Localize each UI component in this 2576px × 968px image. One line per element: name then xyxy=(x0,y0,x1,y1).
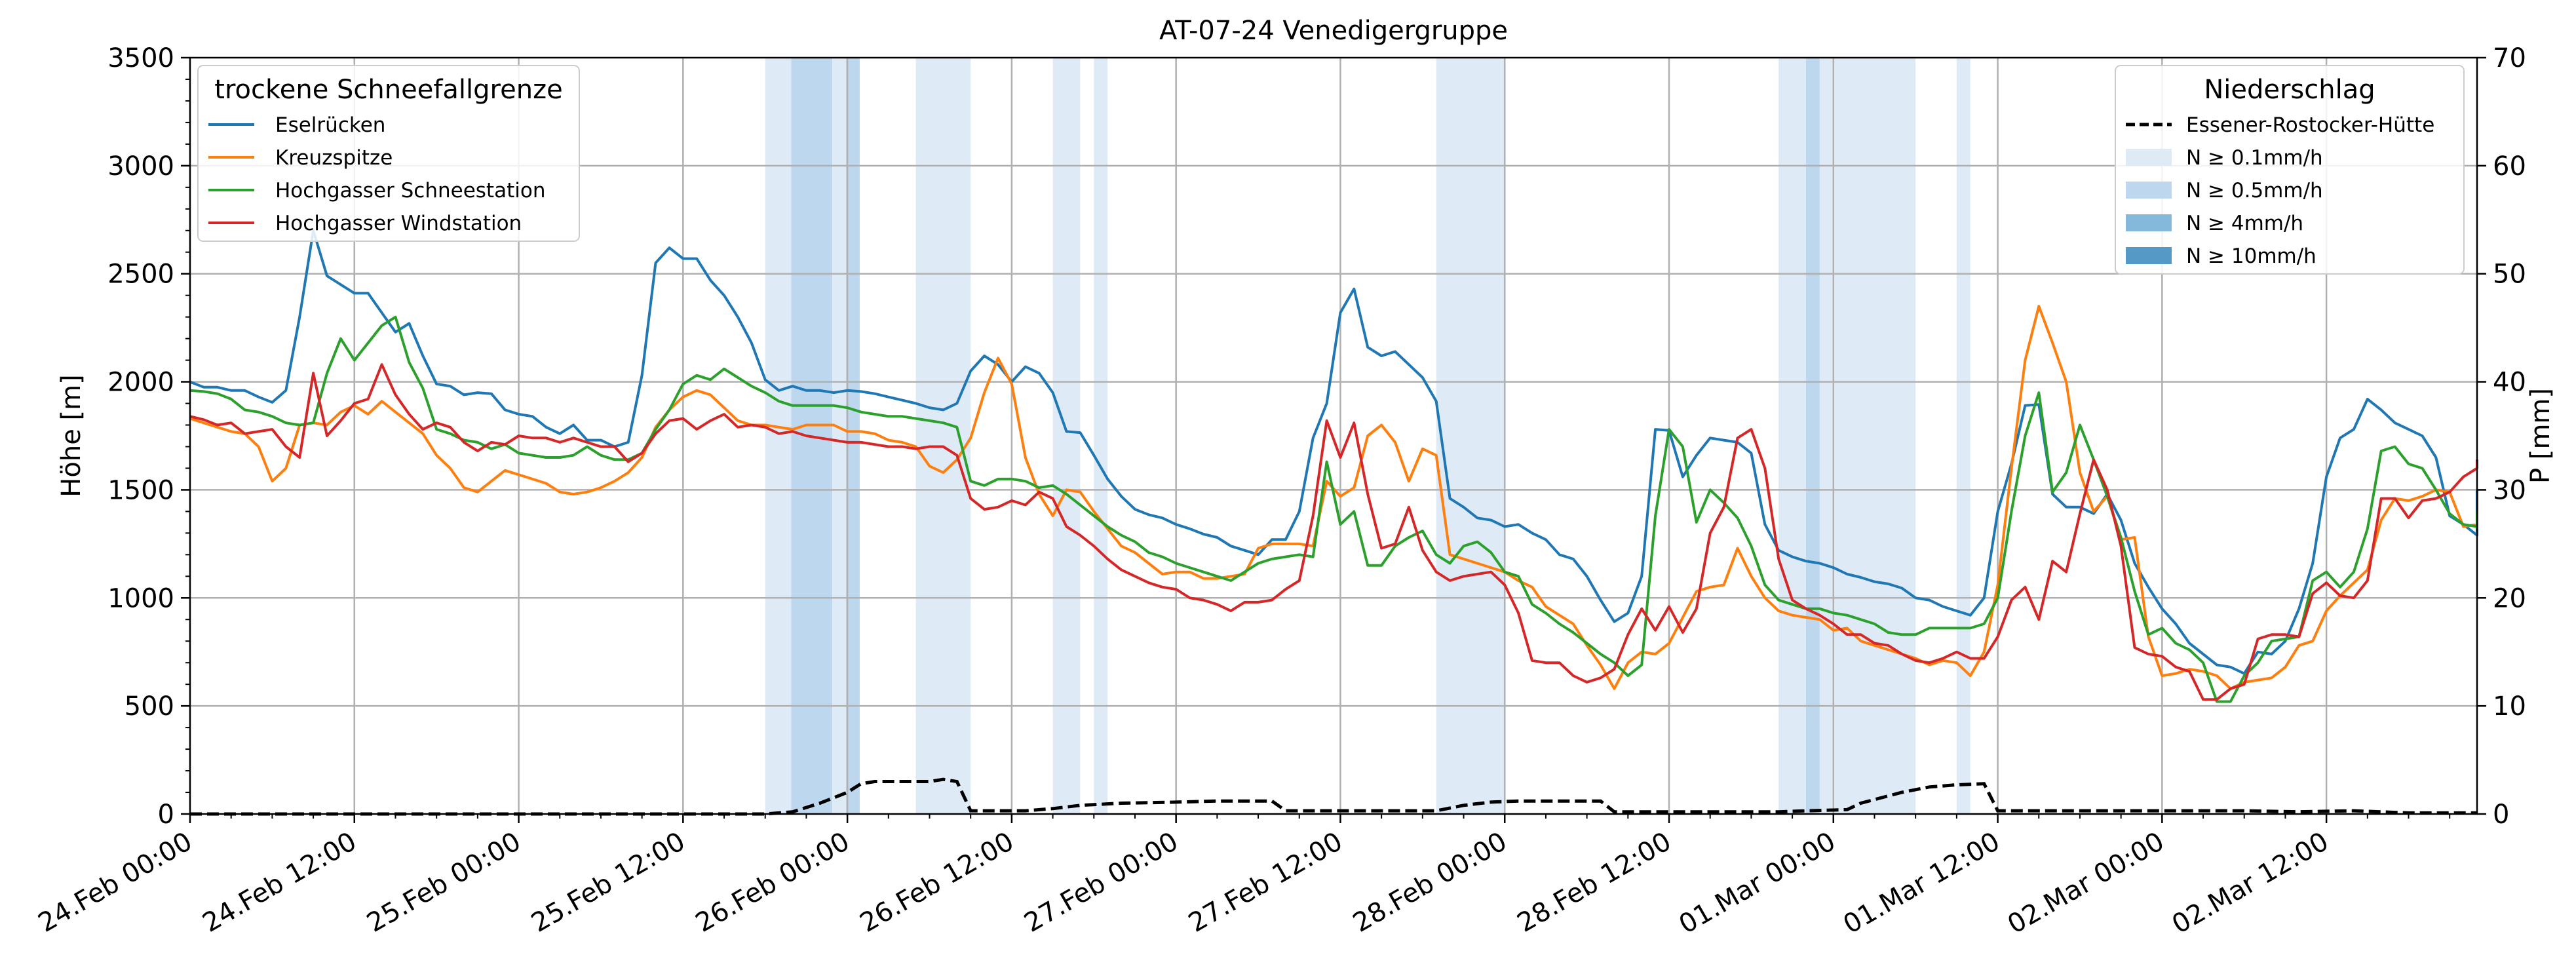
precip-line-layer xyxy=(190,777,2477,816)
plot-frame xyxy=(189,56,2478,815)
precip-band xyxy=(1436,58,1505,814)
legend-precip-box xyxy=(2115,65,2465,275)
y-tick-label-left: 3000 xyxy=(107,151,174,182)
precip-band xyxy=(832,58,847,814)
y-tick-label-right: 30 xyxy=(2493,475,2526,505)
legend-main: trockene Schneefallgrenze Eselrücken Kreu… xyxy=(197,65,580,242)
legend-precip-label: N ≥ 0.1mm/h xyxy=(2186,146,2323,170)
legend-precip-swatch xyxy=(2126,247,2172,264)
precip-band xyxy=(1805,58,1820,814)
legend-precip-label: Essener-Rostocker-Hütte xyxy=(2186,113,2434,137)
chart-title: AT-07-24 Venedigergruppe xyxy=(1159,16,1508,46)
y-axis-label-left: Höhe [m] xyxy=(56,374,87,497)
y-tick-label-right: 20 xyxy=(2493,583,2526,613)
legend-main-label: Hochgasser Windstation xyxy=(275,212,522,235)
legend-main-label: Kreuzspitze xyxy=(275,146,393,170)
y-axis-label-right: P [mm] xyxy=(2526,388,2556,484)
y-tick-label-right: 10 xyxy=(2493,691,2526,722)
legend-main-label: Hochgasser Schneestation xyxy=(275,179,545,203)
precip-band xyxy=(1956,58,1970,814)
y-tick-label-left: 3500 xyxy=(107,43,174,73)
precip-band xyxy=(1052,58,1081,814)
series-line-hochgasser-windstation xyxy=(189,363,2478,701)
precip-band xyxy=(915,58,971,814)
y-tick-label-right: 40 xyxy=(2493,368,2526,398)
y-tick-label-left: 1000 xyxy=(107,583,174,613)
legend-precip: Niederschlag Essener-Rostocker-Hütte N ≥ … xyxy=(2115,65,2465,275)
legend-precip-label: N ≥ 0.5mm/h xyxy=(2186,179,2323,203)
series-line-hochgasser-schneestation xyxy=(189,315,2478,703)
legend-precip-label: N ≥ 10mm/h xyxy=(2186,244,2316,268)
y-tick-label-left: 2500 xyxy=(107,260,174,290)
precip-band xyxy=(1094,58,1108,814)
y-axis-right: 0 10 20 30 40 50 60 70 xyxy=(2477,43,2526,830)
precip-line-essener-rostocker-huette xyxy=(190,777,2477,816)
y-axis-left: 0 500 1000 1500 2000 2500 3000 3500 xyxy=(107,43,190,830)
legend-main-label: Eselrücken xyxy=(275,113,385,137)
series-lines xyxy=(189,229,2478,703)
y-tick-label-left: 1500 xyxy=(107,475,174,505)
series-line-kreuzspitze xyxy=(189,305,2478,690)
y-tick-label-left: 0 xyxy=(158,800,174,830)
y-tick-label-left: 2000 xyxy=(107,368,174,398)
precip-band xyxy=(846,58,860,814)
legend-main-title: trockene Schneefallgrenze xyxy=(214,75,562,105)
y-tick-label-right: 70 xyxy=(2493,43,2526,73)
precip-band xyxy=(765,58,792,814)
y-tick-label-right: 60 xyxy=(2493,151,2526,182)
legend-precip-swatch xyxy=(2126,214,2172,231)
legend-precip-title: Niederschlag xyxy=(2204,75,2375,105)
series-line-eselr-cken xyxy=(189,229,2478,675)
legend-precip-label: N ≥ 4mm/h xyxy=(2186,212,2303,235)
y-tick-label-right: 0 xyxy=(2493,800,2509,830)
legend-main-box xyxy=(197,65,580,242)
legend-precip-swatch xyxy=(2126,182,2172,199)
precip-band xyxy=(1819,58,1916,814)
y-tick-label-right: 50 xyxy=(2493,260,2526,290)
precip-band xyxy=(1778,58,1806,814)
legend-precip-swatch xyxy=(2126,149,2172,166)
precip-bands xyxy=(765,58,1970,814)
y-tick-label-left: 500 xyxy=(125,691,174,722)
